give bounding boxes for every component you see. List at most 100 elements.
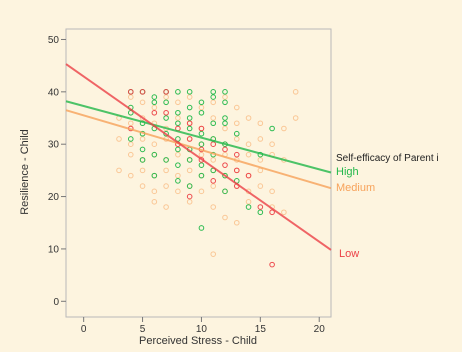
data-point <box>257 209 264 216</box>
data-point <box>175 162 181 168</box>
data-point <box>233 167 240 174</box>
data-point <box>186 104 193 111</box>
data-point <box>269 261 275 268</box>
data-point <box>163 183 169 189</box>
y-tick-label: 30 <box>48 140 60 151</box>
series-medium <box>116 89 299 257</box>
y-tick-label: 10 <box>48 244 60 255</box>
data-point <box>139 183 146 189</box>
data-point <box>127 89 134 95</box>
data-point <box>233 136 240 142</box>
fit-line-medium <box>65 109 332 190</box>
data-point <box>186 199 193 205</box>
data-point <box>269 141 275 147</box>
data-point <box>151 141 158 147</box>
y-axis-label: Resilience - Child <box>19 129 31 215</box>
data-point <box>210 89 217 95</box>
fit-line-low <box>65 63 332 251</box>
data-point <box>222 115 228 121</box>
data-point <box>186 89 193 95</box>
data-point <box>163 167 169 174</box>
data-point <box>175 151 181 158</box>
data-point <box>139 157 146 163</box>
data-point <box>186 157 193 163</box>
data-point <box>175 115 181 121</box>
data-point <box>210 157 217 163</box>
data-point <box>269 125 275 132</box>
data-point <box>175 89 181 95</box>
data-point <box>151 99 158 106</box>
legend-low: Low <box>339 248 359 260</box>
data-point <box>292 115 299 121</box>
data-point <box>139 115 146 121</box>
data-point <box>151 109 158 116</box>
data-point <box>245 141 252 147</box>
fit-lines <box>65 63 332 251</box>
data-point <box>210 178 217 184</box>
scatter-points <box>116 89 299 268</box>
data-point <box>139 136 146 142</box>
data-point <box>186 183 193 189</box>
data-point <box>163 89 169 95</box>
data-point <box>233 151 240 158</box>
x-tick-label: 10 <box>196 324 208 335</box>
data-point <box>198 188 205 195</box>
data-point <box>281 125 287 132</box>
data-point <box>269 209 275 216</box>
data-point <box>163 157 169 163</box>
data-point <box>222 162 228 168</box>
data-point <box>222 146 228 153</box>
data-point <box>210 99 217 106</box>
data-point <box>222 214 228 221</box>
data-point <box>127 136 134 142</box>
x-tick-label: 5 <box>140 324 146 335</box>
data-point <box>151 199 158 205</box>
data-point <box>175 146 181 153</box>
data-point <box>186 193 193 200</box>
data-point <box>210 251 217 257</box>
data-point <box>139 89 146 95</box>
data-point <box>245 204 252 210</box>
data-point <box>127 120 134 127</box>
data-point <box>198 125 205 132</box>
x-axis-label: Perceived Stress - Child <box>139 335 257 347</box>
data-point <box>222 125 228 132</box>
data-point <box>127 151 134 158</box>
data-point <box>186 125 193 132</box>
data-point <box>281 209 287 216</box>
data-point <box>245 115 252 121</box>
data-point <box>233 219 240 226</box>
legend-medium: Medium <box>336 182 375 194</box>
data-point <box>198 141 205 147</box>
data-point <box>139 99 146 106</box>
data-point <box>198 172 205 179</box>
legend-title: Self-efficacy of Parent i <box>336 153 439 164</box>
data-point <box>210 183 217 189</box>
legend-high: High <box>336 166 359 178</box>
data-point <box>127 94 134 100</box>
data-point <box>198 162 205 168</box>
plot-area <box>65 28 332 318</box>
y-tick-label: 20 <box>48 192 60 203</box>
data-point <box>175 178 181 184</box>
x-tick-label: 15 <box>255 324 267 335</box>
data-point <box>245 199 252 205</box>
data-point <box>116 167 122 174</box>
data-point <box>257 120 264 127</box>
data-point <box>151 172 158 179</box>
x-tick-label: 0 <box>81 324 87 335</box>
data-point <box>163 109 169 116</box>
data-point <box>175 120 181 127</box>
x-tick-label: 20 <box>314 324 326 335</box>
data-point <box>198 130 205 137</box>
data-point <box>186 136 193 142</box>
data-point <box>210 204 217 210</box>
data-point <box>198 104 205 111</box>
fit-line-high <box>65 100 332 174</box>
data-point <box>163 115 169 121</box>
data-point <box>151 104 158 111</box>
data-point <box>186 115 193 121</box>
data-point <box>175 109 181 116</box>
data-point <box>233 130 240 137</box>
